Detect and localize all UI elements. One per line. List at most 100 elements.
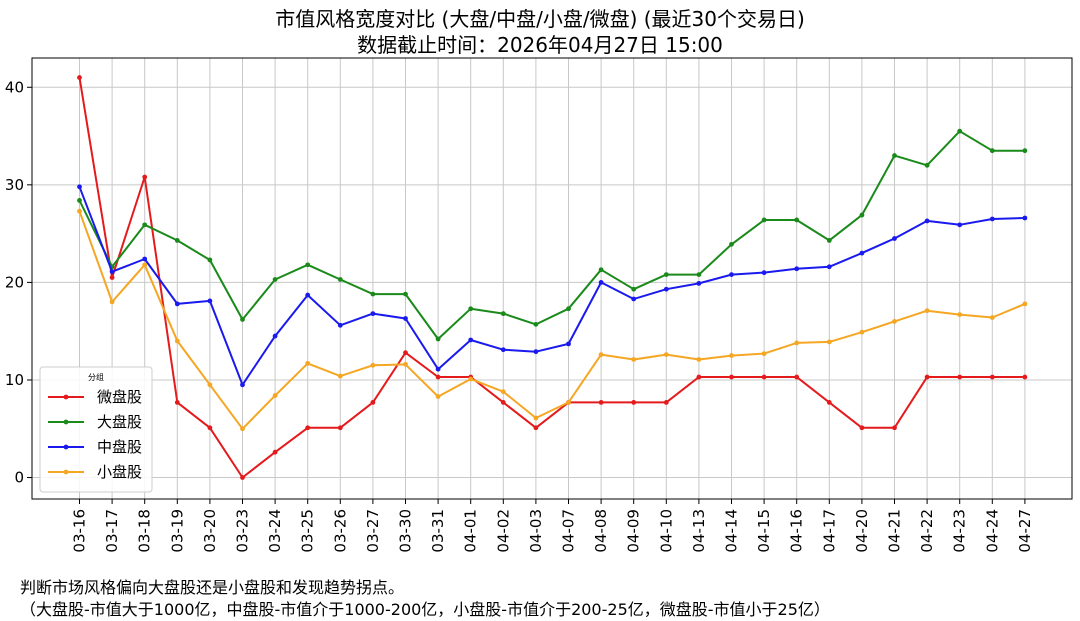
- data-point: [370, 311, 376, 317]
- x-tick-label: 04-14: [723, 509, 741, 553]
- data-point: [305, 425, 311, 431]
- x-tick-label: 04-02: [494, 509, 512, 553]
- data-point: [240, 382, 245, 388]
- data-point: [566, 400, 571, 405]
- x-tick-label: 03-24: [266, 509, 284, 553]
- x-tick-label: 04-20: [853, 509, 871, 553]
- data-point: [729, 272, 734, 277]
- data-point: [859, 329, 865, 335]
- data-point: [696, 272, 702, 277]
- x-tick-label: 04-13: [690, 509, 708, 553]
- data-point: [174, 238, 180, 243]
- x-tick-label: 03-18: [136, 509, 154, 553]
- data-point: [598, 352, 604, 358]
- data-point: [337, 277, 343, 282]
- x-tick-label: 04-03: [527, 509, 545, 553]
- data-point: [337, 373, 343, 379]
- grid: [32, 58, 1072, 499]
- data-point: [957, 312, 963, 317]
- data-point: [696, 280, 702, 286]
- data-point: [305, 292, 311, 298]
- x-tick-label: 03-20: [201, 509, 219, 553]
- data-point: [794, 217, 800, 223]
- data-point: [77, 208, 82, 214]
- legend-swatch-marker: [63, 394, 69, 400]
- data-point: [566, 341, 571, 347]
- data-point: [761, 351, 767, 357]
- plot-frame: [31, 57, 1073, 500]
- legend-swatch-marker: [63, 419, 69, 425]
- data-point: [500, 347, 506, 353]
- data-point: [305, 262, 311, 268]
- data-point: [272, 393, 278, 398]
- data-point: [761, 217, 767, 223]
- data-point: [435, 366, 441, 372]
- x-tick-label: 03-26: [331, 509, 349, 553]
- data-point: [761, 374, 767, 380]
- data-point: [305, 360, 311, 366]
- data-point: [826, 264, 832, 270]
- data-point: [989, 216, 995, 222]
- x-axis: 03-16 03-17 03-18 03-19 03-20 03-23 03-24 03-25…: [71, 499, 1034, 553]
- data-point: [924, 374, 930, 380]
- data-point: [142, 222, 148, 228]
- data-point: [1022, 374, 1028, 380]
- data-point: [207, 257, 213, 263]
- data-point: [337, 322, 343, 328]
- data-point: [663, 352, 669, 358]
- data-point: [403, 291, 408, 297]
- series-line: [78, 186, 1025, 386]
- data-point: [272, 449, 278, 455]
- data-point: [1022, 148, 1028, 154]
- data-point: [631, 400, 637, 405]
- x-tick-label: 04-09: [625, 509, 643, 553]
- data-point: [207, 298, 213, 304]
- data-point: [794, 266, 800, 272]
- data-point: [989, 315, 995, 320]
- legend-label: 中盘股: [97, 438, 142, 456]
- data-point: [142, 174, 148, 180]
- data-point: [109, 299, 115, 305]
- x-tick-label: 03-27: [364, 509, 382, 553]
- data-point: [957, 222, 963, 228]
- data-point: [729, 374, 734, 380]
- data-point: [696, 357, 702, 362]
- x-tick-label: 04-16: [788, 509, 806, 553]
- y-axis: 0 10 20 30 40: [5, 78, 32, 487]
- data-point: [957, 374, 963, 380]
- data-point: [631, 357, 637, 362]
- y-tick-label: 40: [5, 78, 24, 96]
- data-point: [77, 198, 82, 203]
- legend-swatch-marker: [63, 469, 69, 475]
- data-point: [533, 321, 539, 327]
- data-point: [729, 353, 734, 358]
- series-line: [78, 77, 1025, 479]
- data-point: [566, 306, 571, 312]
- data-point: [403, 361, 408, 367]
- x-tick-label: 04-01: [462, 509, 480, 553]
- data-point: [337, 425, 343, 431]
- data-point: [533, 415, 539, 421]
- data-point: [174, 400, 180, 405]
- data-point: [500, 389, 506, 395]
- data-point: [826, 400, 832, 405]
- x-tick-label: 03-17: [103, 509, 121, 553]
- data-point: [468, 337, 474, 343]
- data-point: [500, 400, 506, 405]
- data-point: [370, 291, 376, 297]
- data-point: [435, 374, 441, 380]
- x-tick-label: 04-22: [918, 509, 936, 553]
- data-point: [207, 382, 213, 388]
- data-point: [663, 286, 669, 292]
- data-point: [892, 319, 897, 324]
- data-point: [272, 333, 278, 339]
- data-point: [989, 148, 995, 154]
- x-tick-label: 03-25: [299, 509, 317, 553]
- data-point: [207, 425, 213, 431]
- data-point: [370, 400, 376, 405]
- data-point: [240, 426, 245, 432]
- y-tick-label: 10: [5, 371, 24, 389]
- x-tick-label: 03-23: [234, 509, 252, 553]
- data-point: [174, 338, 180, 344]
- data-point: [1022, 301, 1028, 307]
